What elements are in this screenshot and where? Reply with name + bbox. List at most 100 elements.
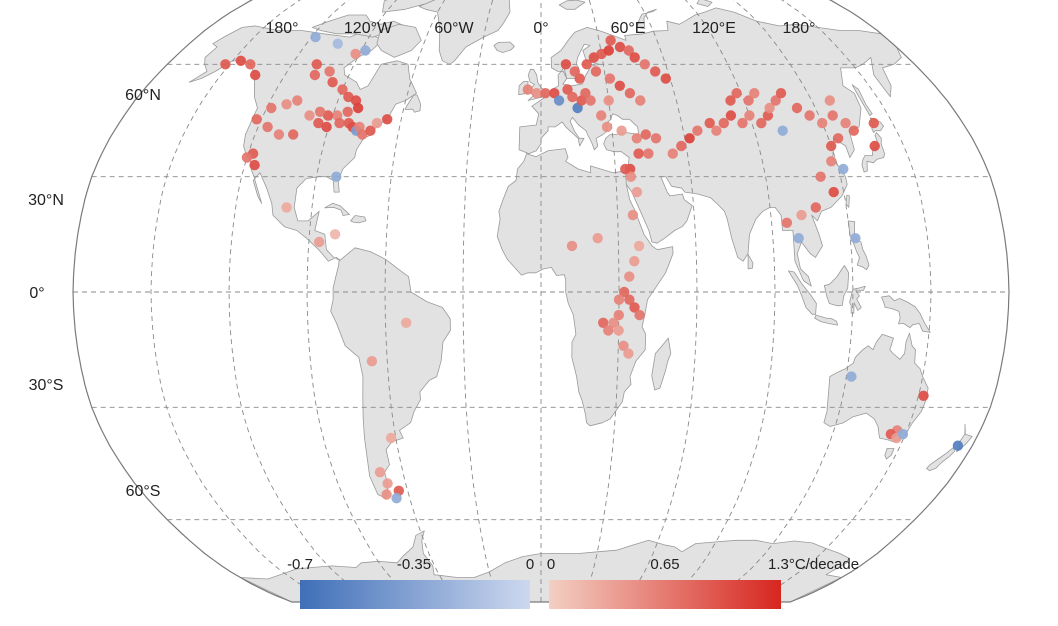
station-marker <box>764 102 775 114</box>
land-borneo <box>823 265 850 307</box>
land-taiwan <box>845 194 850 208</box>
lon-label-60e: 60°E <box>611 20 646 37</box>
station-marker <box>337 84 348 95</box>
graticule <box>73 0 1009 602</box>
colorbar-neg-mid-label: -0.35 <box>397 556 431 573</box>
station-marker <box>777 125 788 136</box>
station-marker <box>560 59 572 70</box>
station-marker <box>598 317 609 328</box>
station-marker <box>952 440 964 451</box>
colorbar-pos-min-label: 0 <box>547 556 555 573</box>
lat-label-30n: 30°N <box>28 192 64 209</box>
station-marker <box>749 88 760 99</box>
station-marker <box>620 163 631 175</box>
station-marker <box>616 125 627 136</box>
land-novaya-zemlya <box>636 8 657 30</box>
land-sumatra <box>788 270 817 315</box>
station-marker <box>596 110 607 121</box>
station-marker <box>352 102 364 114</box>
station-marker <box>827 110 838 121</box>
station-marker <box>631 133 642 144</box>
lat-label-0: 0° <box>29 285 44 302</box>
station-marker <box>824 95 835 106</box>
station-marker <box>331 171 342 182</box>
land-ellesmere <box>382 0 439 13</box>
station-marker <box>273 129 285 140</box>
station-marker <box>770 95 781 106</box>
lat-label-30s: 30°S <box>29 377 64 394</box>
station-marker <box>569 66 580 77</box>
station-marker <box>251 114 262 125</box>
station-marker <box>566 240 578 252</box>
station-marker <box>313 117 324 129</box>
station-marker <box>817 117 828 129</box>
station-marker <box>360 45 371 56</box>
meridian-line <box>384 0 459 602</box>
colorbar-pos-mid-label: 0.65 <box>650 556 679 573</box>
land-baffin <box>376 23 422 58</box>
station-marker <box>311 59 322 70</box>
land-severnaya <box>696 0 713 7</box>
land-north-america <box>188 25 417 262</box>
station-marker <box>281 202 292 213</box>
colorbar-positive <box>549 580 781 609</box>
meridian-line <box>150 0 334 602</box>
station-marker <box>327 77 338 88</box>
station-marker <box>357 129 368 140</box>
station-marker <box>601 121 613 133</box>
station-marker <box>868 117 879 129</box>
station-marker <box>381 489 392 500</box>
station-marker <box>332 38 343 49</box>
station-marker <box>897 429 909 440</box>
lon-label-0: 0° <box>533 20 548 37</box>
station-marker <box>756 117 767 129</box>
station-marker <box>643 148 654 159</box>
land-tasmania <box>884 448 895 460</box>
station-marker <box>623 45 634 56</box>
station-marker <box>382 478 393 489</box>
station-marker <box>581 59 592 70</box>
station-marker <box>634 309 645 321</box>
station-marker <box>334 117 345 129</box>
station-marker <box>220 59 231 70</box>
station-marker <box>342 106 353 118</box>
land-nz-south <box>926 447 955 472</box>
station-marker <box>603 45 614 56</box>
station-marker <box>840 117 851 129</box>
station-marker <box>314 236 325 248</box>
station-marker <box>241 152 253 163</box>
station-marker <box>850 233 861 244</box>
station-marker <box>629 302 640 313</box>
land-new-guinea <box>881 295 931 333</box>
station-marker <box>725 110 737 121</box>
station-marker <box>322 110 334 121</box>
station-marker <box>793 233 804 244</box>
station-marker <box>613 325 624 336</box>
station-marker <box>401 317 412 328</box>
station-marker <box>635 95 646 106</box>
land-sakhalin <box>851 84 873 116</box>
station-marker <box>292 95 303 106</box>
station-marker <box>838 163 849 175</box>
station-marker <box>281 99 292 110</box>
station-marker <box>711 125 722 136</box>
station-marker <box>567 91 578 103</box>
station-marker <box>385 432 397 444</box>
station-marker <box>743 95 754 106</box>
station-marker <box>692 125 703 136</box>
station-marker <box>329 229 341 240</box>
land-greenland <box>418 0 511 65</box>
station-marker <box>633 240 645 252</box>
station-marker <box>791 102 803 114</box>
station-marker <box>618 340 629 351</box>
station-markers <box>220 31 964 504</box>
colorbar-negative <box>300 580 530 609</box>
lon-label-120e: 120°E <box>692 20 736 37</box>
station-marker <box>625 171 637 182</box>
land-svalbard <box>558 0 586 10</box>
station-marker <box>869 140 880 152</box>
station-marker <box>775 88 787 99</box>
station-marker <box>826 140 837 152</box>
station-marker <box>627 209 639 221</box>
